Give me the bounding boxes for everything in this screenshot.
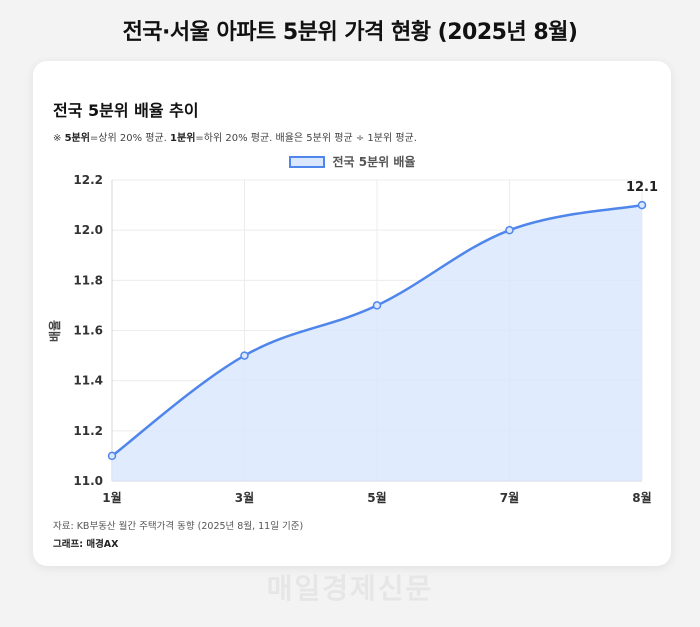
note-q5-term: 5분위: [64, 133, 90, 144]
y-tick-label: 11.0: [73, 474, 103, 488]
y-axis-label: 배율: [47, 320, 62, 342]
x-tick-label: 5월: [367, 490, 386, 505]
line-chart: 11.011.211.411.611.812.012.2 1월 3월 5월 7월 8월 …: [47, 173, 658, 505]
data-label: 12.1: [626, 180, 658, 195]
watermark: 매일경제신문: [266, 572, 434, 605]
x-tick-labels: 1월 3월 5월 7월 8월: [102, 490, 651, 505]
note-q1-desc: =하위 20% 평균. 배율은 5분위 평균 ÷ 1분위 평균.: [195, 133, 417, 144]
source-note: 자료: KB부동산 월간 주택가격 동향 (2025년 8월, 11일 기준): [53, 521, 304, 532]
data-points: [107, 200, 647, 461]
page-title: 전국·서울 아파트 5분위 가격 현황 (2025년 8월): [122, 20, 578, 45]
x-tick-label: 1월: [102, 490, 121, 505]
y-tick-label: 11.4: [73, 374, 103, 388]
note-q1-term: 1분위: [170, 133, 196, 144]
data-point: [505, 225, 514, 235]
y-tick-label: 12.2: [73, 173, 103, 187]
y-tick-labels: 11.0 11.2 11.4 11.6 11.8 12.0 12.2: [73, 173, 103, 488]
data-point: [107, 451, 117, 461]
note-prefix: ※: [53, 133, 65, 144]
note-q5-desc: =상위 20% 평균.: [89, 133, 171, 144]
legend-label: 전국 5분위 배율: [332, 155, 416, 169]
data-labels: 12.1: [626, 180, 658, 195]
chart-card: 전국 5분위 배율 추이 ※ 5분위=상위 20% 평균. 1분위=하위 20%…: [33, 61, 671, 566]
data-point: [240, 351, 249, 360]
chart-note: ※ 5분위=상위 20% 평균. 1분위=하위 20% 평균. 배율은 5분위 …: [53, 129, 417, 144]
data-point: [637, 200, 647, 210]
area-fill: [112, 205, 642, 482]
x-tick-label: 7월: [500, 490, 519, 505]
x-tick-label: 8월: [632, 490, 651, 505]
chart-title: 전국 5분위 배율 추이: [53, 101, 199, 120]
y-tick-label: 11.8: [73, 273, 103, 287]
graph-credit: 그래프: 매경AX: [53, 539, 119, 550]
data-point: [372, 301, 382, 310]
y-tick-label: 11.6: [73, 324, 103, 338]
x-tick-label: 3월: [235, 490, 254, 505]
legend-swatch: [288, 155, 325, 168]
y-tick-label: 11.2: [73, 424, 103, 438]
y-tick-label: 12.0: [73, 223, 103, 237]
chart-legend[interactable]: 전국 5분위 배율: [33, 153, 671, 170]
